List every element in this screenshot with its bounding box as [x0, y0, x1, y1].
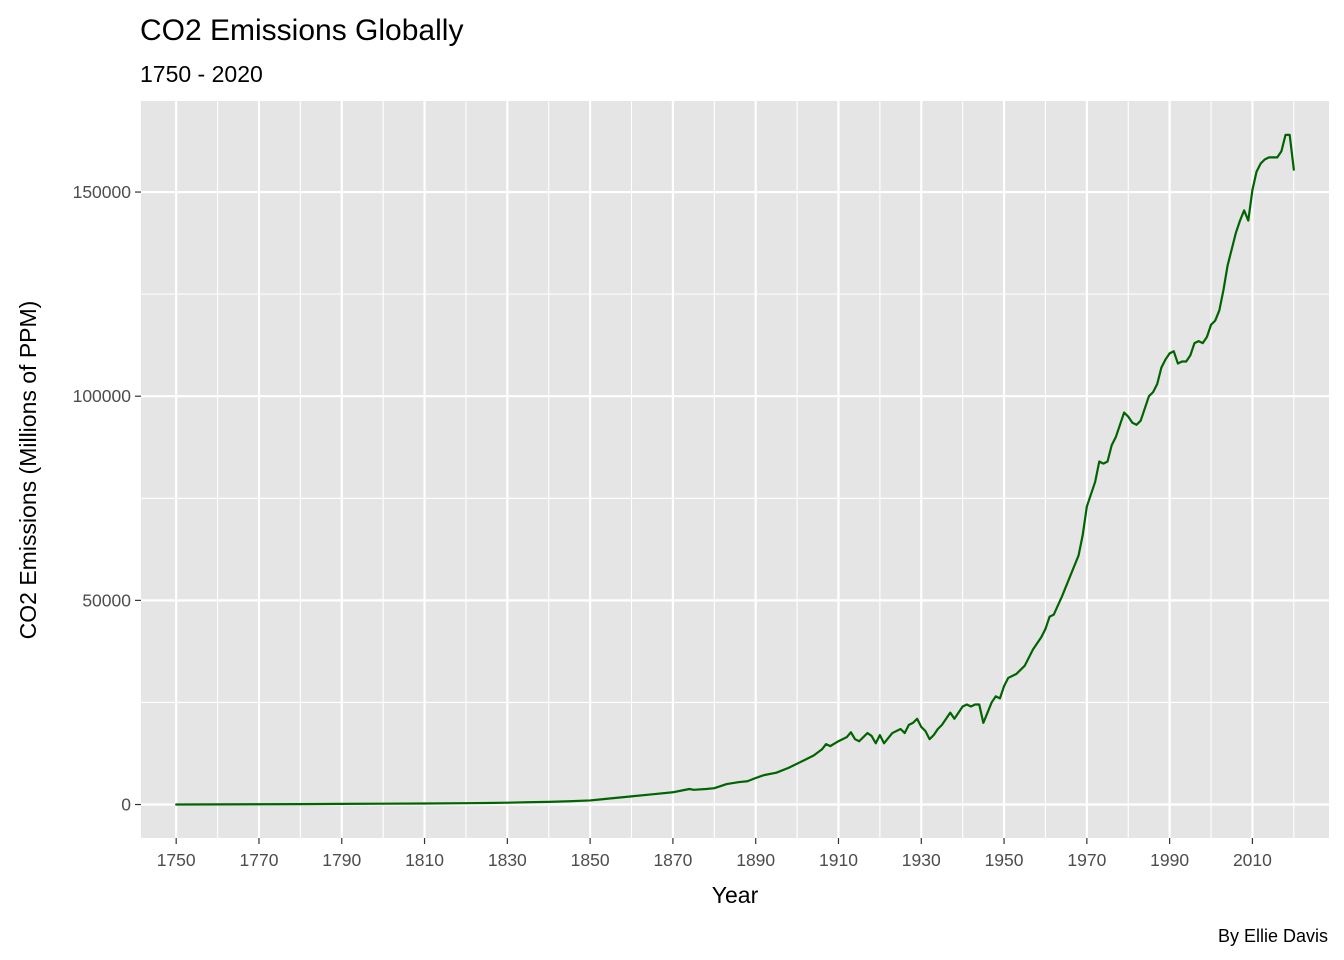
x-tick-label: 1910	[819, 850, 858, 870]
x-tick-label: 1930	[902, 850, 941, 870]
y-tick-label: 150000	[73, 182, 132, 202]
x-tick-label: 1850	[571, 850, 610, 870]
x-tick-label: 1890	[736, 850, 775, 870]
x-axis-title: Year	[712, 882, 759, 908]
x-tick-label: 1750	[157, 850, 196, 870]
x-tick-label: 1970	[1067, 850, 1106, 870]
chart-subtitle: 1750 - 2020	[140, 61, 263, 87]
y-axis-title: CO2 Emissions (Millions of PPM)	[15, 301, 41, 640]
x-tick-label: 1830	[488, 850, 527, 870]
y-tick-label: 0	[121, 795, 131, 815]
y-tick-label: 50000	[82, 590, 131, 610]
plot-panel	[141, 101, 1329, 838]
y-tick-label: 100000	[73, 386, 132, 406]
x-tick-label: 1790	[322, 850, 361, 870]
x-tick-label: 1810	[405, 850, 444, 870]
chart-caption: By Ellie Davis	[1218, 926, 1328, 946]
emissions-series-line	[175, 133, 1295, 806]
y-axis: 0 50000 100000 150000	[73, 182, 141, 815]
x-tick-label: 1990	[1150, 850, 1189, 870]
x-axis: 1750 1770 1790 1810 1830 1850 1870 1890 1910 1930…	[157, 838, 1272, 870]
x-tick-label: 1950	[985, 850, 1024, 870]
minor-gridlines	[141, 101, 1329, 838]
chart-title: CO2 Emissions Globally	[140, 14, 463, 47]
x-tick-label: 2010	[1233, 850, 1272, 870]
x-tick-label: 1770	[240, 850, 279, 870]
major-gridlines	[141, 101, 1329, 838]
x-tick-label: 1870	[653, 850, 692, 870]
